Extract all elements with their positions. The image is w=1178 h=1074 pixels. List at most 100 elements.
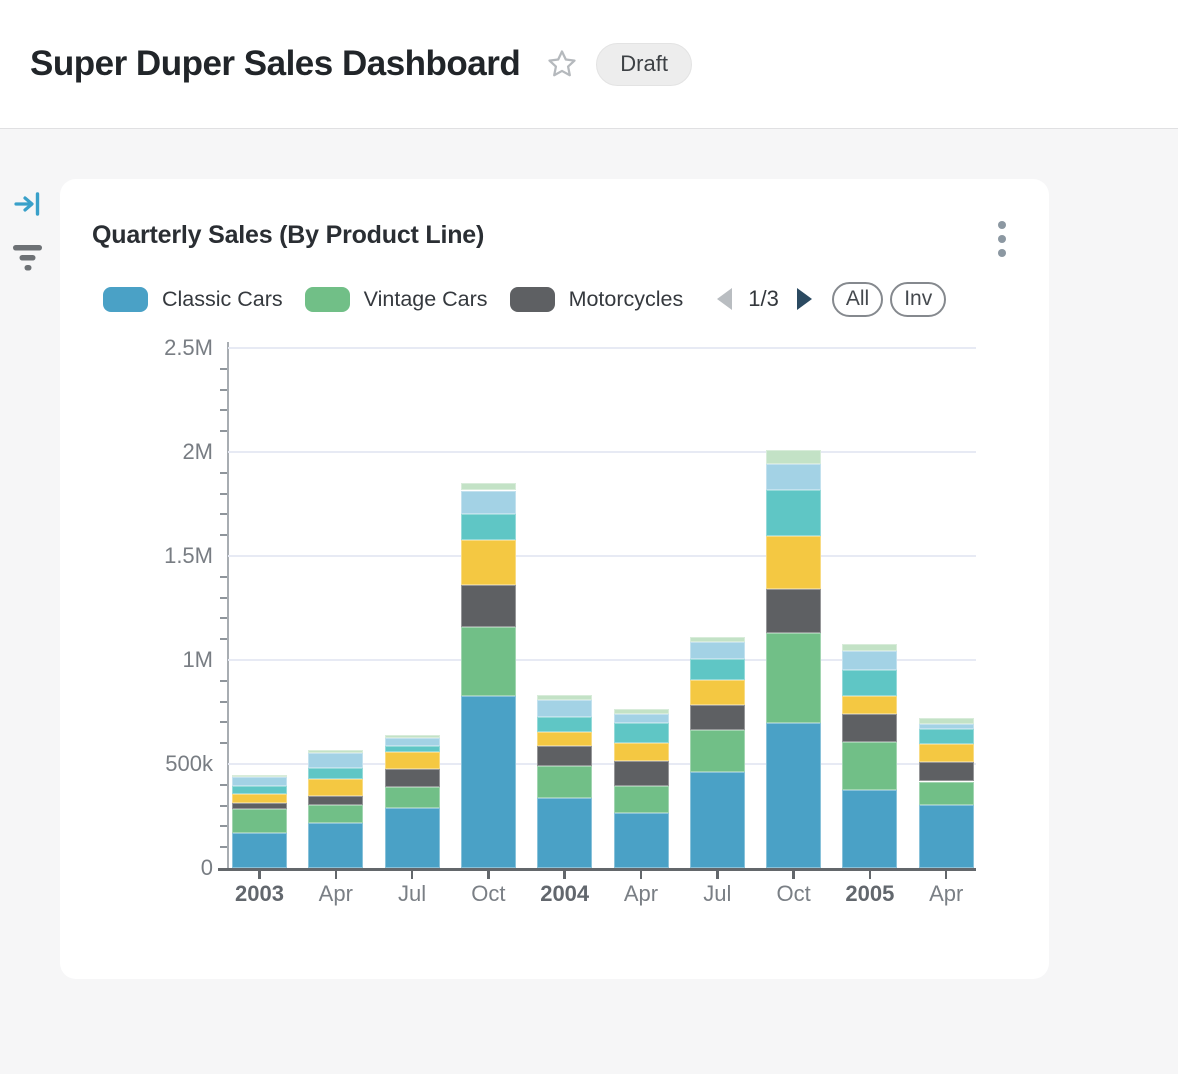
bar-segment[interactable] [918, 718, 974, 724]
bar-segment[interactable] [308, 767, 364, 780]
bar-segment[interactable] [842, 650, 898, 670]
bar-segment[interactable] [537, 699, 593, 717]
bar-segment[interactable] [613, 742, 669, 761]
legend-item-vintage-cars[interactable]: Vintage Cars [304, 286, 488, 312]
bar-segment[interactable] [766, 463, 822, 491]
bar-segment[interactable] [308, 795, 364, 806]
bar-segment[interactable] [918, 781, 974, 806]
bar-segment[interactable] [232, 777, 287, 787]
bar-segment[interactable] [842, 669, 898, 696]
bar-segment[interactable] [460, 490, 516, 515]
bar-segment[interactable] [460, 696, 516, 868]
bar-segment[interactable] [308, 752, 364, 768]
bar-segment[interactable] [384, 769, 440, 787]
legend-item-classic-cars[interactable]: Classic Cars [103, 286, 283, 312]
legend-all-button[interactable]: All [831, 281, 884, 317]
y-axis-minor-tick [220, 825, 227, 828]
bar-segment[interactable] [232, 832, 287, 868]
bar-segment[interactable] [232, 794, 287, 803]
y-axis-tick-label: 500k [165, 751, 213, 776]
x-axis-tick-label: Apr [318, 881, 353, 906]
chart-title: Quarterly Sales (By Product Line) [92, 221, 485, 249]
filter-button[interactable] [12, 243, 44, 278]
bar-segment[interactable] [384, 808, 440, 868]
y-axis-minor-tick [220, 534, 227, 537]
y-axis-minor-tick [220, 492, 227, 495]
card-menu-button[interactable] [994, 221, 1010, 261]
bar-segment[interactable] [384, 738, 440, 747]
bar-segment[interactable] [766, 449, 822, 464]
legend-next-icon[interactable] [796, 288, 812, 310]
bar-segment[interactable] [537, 694, 593, 700]
bar-segment[interactable] [460, 584, 516, 628]
bar-segment[interactable] [308, 823, 364, 868]
x-axis-tick-label: Apr [929, 881, 964, 906]
bar-segment[interactable] [613, 713, 669, 724]
bar-segment[interactable] [689, 637, 745, 642]
bar-segment[interactable] [537, 716, 593, 732]
bar-segment[interactable] [842, 695, 898, 714]
bar-segment[interactable] [460, 627, 516, 697]
bar-segment[interactable] [460, 514, 516, 540]
bar-segment[interactable] [689, 705, 745, 731]
legend-swatch [509, 286, 555, 312]
bar-segment[interactable] [689, 680, 745, 706]
bar-segment[interactable] [460, 483, 516, 491]
bar-segment[interactable] [384, 735, 440, 739]
bar-segment[interactable] [308, 779, 364, 796]
bar-segment[interactable] [537, 745, 593, 766]
bar-segment[interactable] [232, 774, 287, 778]
bar-segment[interactable] [918, 729, 974, 744]
bar-segment[interactable] [766, 632, 822, 724]
legend-item-motorcycles[interactable]: Motorcycles [509, 286, 683, 312]
x-axis-tick-label: Jul [398, 881, 427, 906]
bar-segment[interactable] [918, 743, 974, 762]
bar-segment[interactable] [613, 785, 669, 814]
bar-segment[interactable] [766, 589, 822, 633]
bar-segment[interactable] [384, 751, 440, 770]
bar-segment[interactable] [537, 798, 593, 868]
favorite-button[interactable] [546, 48, 578, 80]
gridline-1M [228, 659, 976, 661]
bar-segment[interactable] [308, 750, 364, 753]
bar-segment[interactable] [613, 760, 669, 786]
bar-segment[interactable] [918, 723, 974, 730]
bar-segment[interactable] [232, 809, 287, 833]
bar-segment[interactable] [918, 805, 974, 868]
legend-label: Classic Cars [162, 286, 283, 311]
bar-segment[interactable] [689, 730, 745, 772]
bar-segment[interactable] [613, 723, 669, 743]
x-axis-tick [410, 871, 414, 879]
legend-invert-button[interactable]: Inv [890, 281, 947, 317]
bar-segment[interactable] [232, 802, 287, 810]
y-axis-line [227, 342, 229, 869]
x-axis-tick [868, 871, 872, 879]
bar-segment[interactable] [689, 771, 745, 868]
bar-segment[interactable] [766, 723, 822, 868]
filter-icon [13, 245, 42, 271]
y-axis-minor-tick [220, 700, 227, 703]
y-axis-minor-tick [220, 617, 227, 620]
bar-segment[interactable] [842, 789, 898, 868]
bar-segment[interactable] [460, 539, 516, 585]
bar-segment[interactable] [537, 731, 593, 746]
bar-segment[interactable] [613, 709, 669, 714]
bar-segment[interactable] [613, 813, 669, 868]
legend-prev-icon[interactable] [717, 288, 733, 310]
bar-segment[interactable] [842, 713, 898, 742]
bar-segment[interactable] [766, 536, 822, 590]
expand-panel-button[interactable] [13, 190, 43, 223]
bar-segment[interactable] [689, 641, 745, 660]
bar-segment[interactable] [842, 644, 898, 651]
kebab-dot [998, 249, 1006, 257]
bar-segment[interactable] [384, 746, 440, 752]
bar-segment[interactable] [537, 765, 593, 799]
bar-segment[interactable] [384, 786, 440, 809]
bar-segment[interactable] [232, 786, 287, 795]
bar-segment[interactable] [766, 490, 822, 537]
bar-segment[interactable] [918, 761, 974, 782]
kebab-dot [998, 235, 1006, 243]
bar-segment[interactable] [689, 659, 745, 681]
bar-segment[interactable] [308, 805, 364, 824]
bar-segment[interactable] [842, 741, 898, 790]
